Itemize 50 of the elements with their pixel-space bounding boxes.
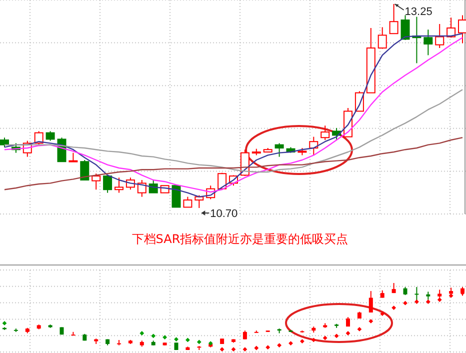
point <box>162 335 167 340</box>
candlestick <box>435 24 444 48</box>
point <box>186 338 190 342</box>
point <box>414 300 419 304</box>
point <box>220 347 224 352</box>
text: 10.70 <box>210 208 238 220</box>
candlestick <box>378 26 387 50</box>
point <box>357 327 362 332</box>
point <box>311 338 316 342</box>
point <box>380 312 385 316</box>
point <box>322 336 328 340</box>
candlestick <box>71 331 76 336</box>
candlestick <box>320 125 330 140</box>
candlestick <box>400 14 410 40</box>
annotation: 13.25 <box>404 6 432 18</box>
candlestick <box>92 173 101 190</box>
candlestick <box>424 29 433 56</box>
point <box>437 298 442 302</box>
point <box>140 331 144 336</box>
point <box>403 300 408 306</box>
text: 下档SAR指标值附近亦是重要的低吸买点 <box>132 232 348 246</box>
point <box>448 294 454 298</box>
point <box>196 340 202 344</box>
candlestick <box>368 290 373 313</box>
candlestick <box>114 177 124 194</box>
candlestick <box>274 142 284 158</box>
point <box>254 346 259 350</box>
candlestick <box>389 4 398 34</box>
candlestick <box>0 137 9 148</box>
candlestick <box>103 174 112 194</box>
candlestick <box>137 180 146 198</box>
point <box>151 334 156 338</box>
candlestick <box>414 286 419 303</box>
candlestick <box>183 196 192 208</box>
point <box>242 347 248 352</box>
candlestick <box>458 14 466 44</box>
point <box>392 306 396 310</box>
point <box>266 345 270 350</box>
point <box>277 343 282 348</box>
point <box>174 337 178 342</box>
point <box>231 347 236 352</box>
point <box>368 318 374 324</box>
point <box>208 341 213 346</box>
candlestick <box>46 130 55 142</box>
point <box>334 334 339 338</box>
point <box>300 339 304 344</box>
point <box>2 321 7 326</box>
point <box>426 300 430 304</box>
candlestick <box>80 160 90 180</box>
point <box>288 341 293 346</box>
